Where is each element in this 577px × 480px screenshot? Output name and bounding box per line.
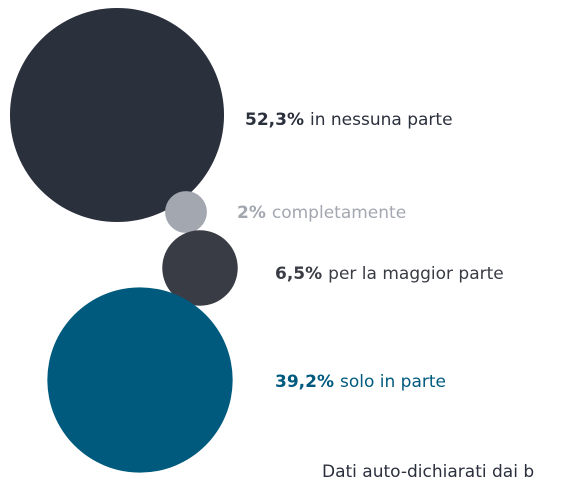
value-label: 6,5% [275, 264, 322, 284]
bubble [47, 287, 233, 473]
category-label: in nessuna parte [310, 110, 453, 130]
bubble [165, 191, 207, 233]
note: Dati auto-dichiarati dai b [322, 462, 534, 480]
bubble [162, 230, 238, 306]
bubble-label: 39,2% solo in parte [275, 372, 446, 392]
value-label: 39,2% [275, 372, 334, 392]
value-label: 52,3% [245, 110, 304, 130]
bubble-label: 52,3% in nessuna parte [245, 110, 453, 130]
value-label: 2% [237, 203, 266, 223]
bubble-label: 2% completamente [237, 203, 406, 223]
category-label: completamente [272, 203, 406, 223]
category-label: per la maggior parte [328, 264, 504, 284]
bubble-label: 6,5% per la maggior parte [275, 264, 504, 284]
category-label: solo in parte [340, 372, 446, 392]
bubble [9, 7, 225, 223]
